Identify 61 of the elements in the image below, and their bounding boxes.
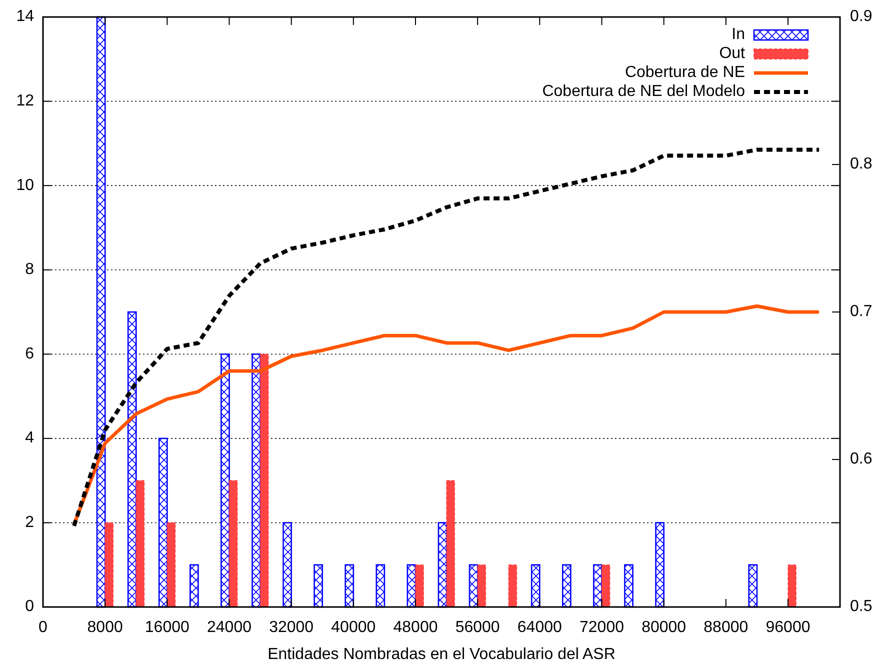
bar bbox=[260, 354, 269, 608]
x-tick-label: 24000 bbox=[207, 619, 252, 636]
bar bbox=[166, 522, 176, 608]
bar bbox=[446, 480, 456, 608]
x-tick-label: 16000 bbox=[144, 619, 190, 636]
bar bbox=[220, 353, 230, 608]
bar bbox=[748, 564, 758, 608]
legend-label: Cobertura de NE bbox=[624, 64, 745, 82]
bar bbox=[788, 564, 796, 608]
bar bbox=[314, 564, 324, 608]
bar bbox=[655, 522, 664, 608]
bar bbox=[282, 522, 292, 608]
y2-tick-label: 0.6 bbox=[850, 450, 872, 468]
bar bbox=[477, 564, 486, 608]
x-tick-label: 48000 bbox=[393, 619, 438, 636]
y-tick-label: 2 bbox=[25, 514, 34, 531]
x-tick-label: 56000 bbox=[455, 619, 500, 636]
y-tick-label: 10 bbox=[16, 176, 34, 194]
bar bbox=[601, 564, 610, 608]
bar bbox=[104, 522, 114, 608]
y2-tick-label: 0.9 bbox=[850, 8, 872, 26]
y2-tick-label: 0.5 bbox=[850, 598, 872, 616]
bar bbox=[228, 480, 238, 608]
x-tick-label: 0 bbox=[38, 619, 48, 636]
line-series bbox=[72, 304, 821, 526]
x-axis-title: Entidades Nombradas en el Vocabulario del ASR bbox=[268, 646, 616, 663]
x-tick-label: 88000 bbox=[704, 619, 748, 636]
x-tick-label: 40000 bbox=[331, 619, 376, 636]
bar bbox=[508, 564, 518, 608]
y-tick-label: 4 bbox=[25, 430, 34, 447]
bar bbox=[624, 564, 634, 608]
bar bbox=[406, 564, 416, 608]
bar bbox=[127, 311, 137, 608]
legend-label: In bbox=[732, 26, 745, 44]
x-tick-label: 32000 bbox=[269, 619, 314, 636]
y2-tick-label: 0.7 bbox=[850, 303, 872, 320]
bar bbox=[96, 16, 106, 608]
bar bbox=[530, 564, 540, 608]
bar bbox=[189, 564, 199, 608]
x-tick-label: 64000 bbox=[517, 619, 562, 636]
y-tick-label: 6 bbox=[25, 345, 34, 362]
y-tick-label: 0 bbox=[25, 598, 34, 616]
x-tick-label: 8000 bbox=[87, 619, 123, 636]
bar bbox=[468, 564, 478, 608]
bar bbox=[158, 438, 168, 608]
x-tick-label: 72000 bbox=[580, 619, 624, 636]
y-tick-label: 14 bbox=[16, 8, 34, 26]
bar bbox=[562, 564, 572, 608]
bar bbox=[593, 564, 602, 608]
bar bbox=[415, 564, 424, 608]
bar bbox=[252, 353, 261, 608]
legend-label: Cobertura de NE del Modelo bbox=[542, 83, 746, 100]
x-tick-label: 80000 bbox=[642, 619, 686, 636]
bar bbox=[344, 564, 354, 608]
bar bbox=[376, 564, 386, 608]
y2-tick-label: 0.8 bbox=[850, 156, 872, 173]
legend-label: Out bbox=[719, 45, 746, 62]
y-tick-label: 12 bbox=[16, 92, 34, 110]
y-tick-label: 8 bbox=[25, 261, 34, 278]
bar bbox=[136, 480, 145, 608]
x-tick-label: 96000 bbox=[766, 619, 810, 636]
